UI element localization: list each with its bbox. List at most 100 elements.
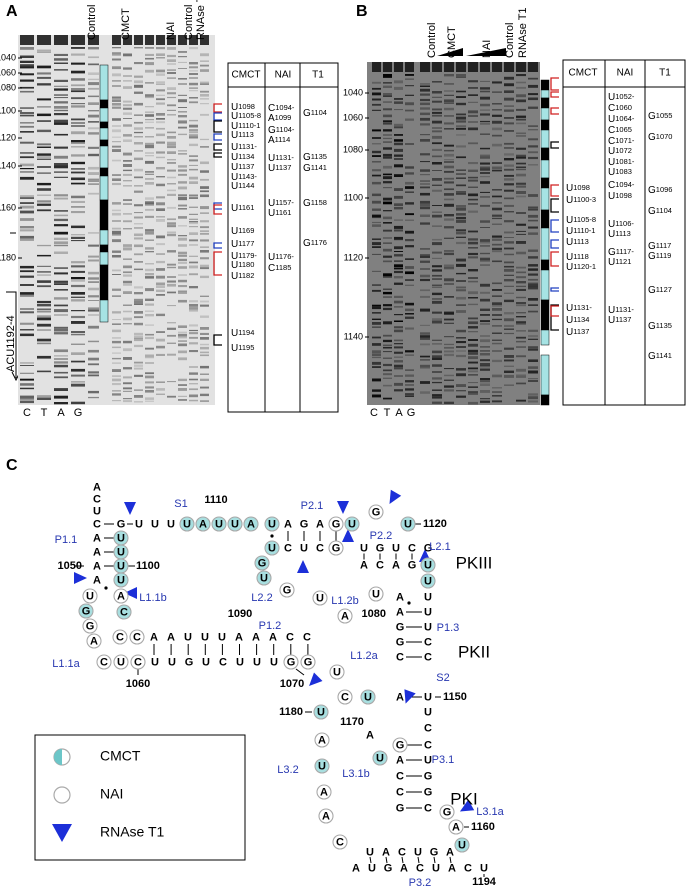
gel-band <box>432 343 442 345</box>
gel-band <box>492 114 502 117</box>
entry-base: U <box>566 237 573 248</box>
gel-band <box>37 323 51 327</box>
gel-band <box>112 255 121 258</box>
gel-band <box>178 343 187 347</box>
entry-base: U <box>231 172 238 183</box>
gel-band <box>167 72 176 74</box>
gel-band <box>54 395 68 399</box>
gel-band <box>88 371 99 374</box>
gel-band <box>432 184 442 186</box>
entry-position: 1135 <box>311 152 327 161</box>
gel-band <box>444 336 454 338</box>
entry-position: 1071- <box>615 136 635 145</box>
nucleotide: U <box>215 518 223 530</box>
bracket <box>213 103 222 113</box>
gel-band <box>516 185 526 188</box>
gel-band <box>420 206 430 210</box>
gel-band <box>200 295 209 297</box>
gel-band <box>178 292 187 294</box>
gel-band <box>480 227 490 228</box>
gel-band <box>134 395 143 398</box>
gel-band <box>516 212 526 214</box>
entry-position: 1137 <box>275 163 291 172</box>
gel-band <box>444 177 454 180</box>
gel-band <box>394 270 403 274</box>
gel-band <box>134 261 143 263</box>
gel-band <box>156 219 165 222</box>
gel-band <box>112 125 121 127</box>
gel-band <box>444 170 454 173</box>
gel-band <box>468 238 478 241</box>
gel-band <box>145 336 154 340</box>
gel-band <box>20 295 34 297</box>
nucleotide: G <box>424 542 433 554</box>
gel-band <box>156 353 165 356</box>
gel-band <box>480 322 490 325</box>
gel-band <box>71 177 85 181</box>
nucleotide: A <box>252 631 260 643</box>
gel-band <box>468 114 478 117</box>
gel-band <box>405 395 414 397</box>
table-entry: G1096 <box>648 185 672 196</box>
region-label: P2.2 <box>370 530 393 542</box>
gel-band <box>123 310 132 313</box>
gel-band <box>112 346 121 349</box>
gel-band <box>167 395 176 398</box>
gel-band <box>444 374 454 377</box>
gel-band <box>504 90 514 93</box>
gel-band <box>167 189 176 192</box>
gel-band <box>432 318 442 322</box>
gel-band <box>516 340 526 343</box>
gel-band <box>54 53 68 56</box>
gel-band <box>37 166 51 168</box>
gel-band <box>20 171 34 173</box>
gel-band <box>456 329 466 333</box>
gel-band <box>394 229 403 232</box>
gel-band <box>167 63 176 65</box>
gel-band <box>528 106 538 109</box>
gel-band <box>123 398 132 400</box>
gel-band <box>112 66 121 70</box>
gel-band <box>145 288 154 292</box>
nucleotide: C <box>396 651 404 663</box>
gel-band <box>480 196 490 198</box>
entry-base: U <box>608 257 615 268</box>
gel-band <box>456 346 466 348</box>
gel-band <box>444 237 454 239</box>
gel-band <box>178 299 187 303</box>
gel-band <box>178 261 187 264</box>
gel-band <box>54 155 68 159</box>
region-label: L1.2b <box>331 595 359 607</box>
gel-band <box>88 396 99 399</box>
gel-band <box>468 121 478 123</box>
nucleotide: U <box>86 590 94 602</box>
gel-band <box>383 129 392 132</box>
table-entry: U1131- <box>566 303 592 314</box>
entry-position: 1052- <box>615 92 635 101</box>
gel-band <box>200 378 209 381</box>
marker-label: 1180 <box>0 252 16 262</box>
gel-band <box>372 169 381 172</box>
gel-band <box>504 384 514 386</box>
entry-base: U <box>231 121 238 132</box>
table-entry: G1104 <box>648 206 672 217</box>
table-header: T1 <box>659 68 671 79</box>
gel-band <box>504 365 514 367</box>
gel-band <box>516 182 526 185</box>
gel-band <box>37 153 51 156</box>
lane-label: Control <box>426 23 438 58</box>
gel-band <box>167 250 176 253</box>
table-entry: U1182 <box>231 271 254 282</box>
gel-band <box>528 273 538 276</box>
table-entry: U1113 <box>231 130 254 141</box>
gel-band <box>504 279 514 282</box>
nucleotide: C <box>133 631 141 643</box>
gel-band <box>112 178 121 181</box>
rnase-site <box>309 672 323 686</box>
gel-band <box>167 144 176 148</box>
gel-band <box>20 322 34 325</box>
nucleotide: G <box>430 846 439 858</box>
gel-band <box>468 203 478 205</box>
gel-band <box>444 353 454 357</box>
